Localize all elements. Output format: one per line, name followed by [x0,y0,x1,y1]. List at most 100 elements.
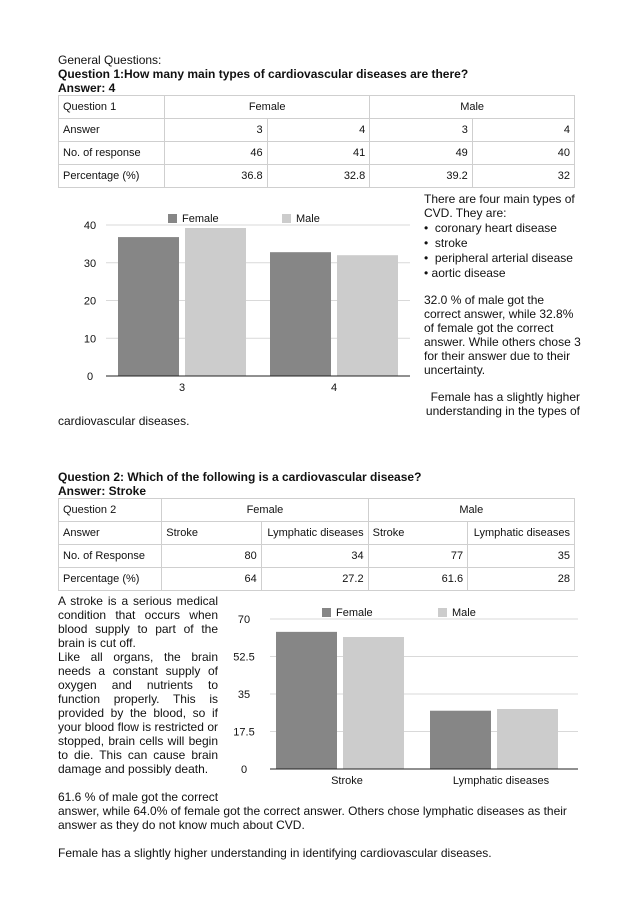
bullet-icon: • [424,266,432,280]
table-cell: 64 [161,567,262,591]
table-cell: Lymphatic diseases [467,521,575,545]
table-cell: 3 [164,118,268,142]
y-tick-label: 40 [84,220,96,232]
bullet-text: peripheral arterial disease [434,251,573,265]
bar-male-1 [337,255,398,376]
table-cell: Percentage (%) [57,164,166,188]
bullet-icon: • [424,236,435,250]
legend-swatch [438,608,447,617]
y-tick-label: 52.5 [233,652,254,664]
text-line: There are four main types of [424,192,575,206]
bullet-text: stroke [434,236,468,250]
table-cell: 40 [471,141,576,165]
question-2-explanation: A stroke is a serious medical condition … [58,594,218,776]
table-cell: 61.6 [367,567,469,591]
legend-swatch [282,214,291,223]
bar-male-1 [497,709,558,769]
text-line: CVD. They are: [424,206,507,220]
table-cell: Female [164,95,371,119]
table-cell: Male [367,498,576,522]
y-tick-label: 30 [84,258,96,270]
y-tick-label: 10 [84,333,96,345]
table-cell: 39.2 [369,164,473,188]
table-cell: 36.8 [164,164,268,188]
x-tick-label: Lymphatic diseases [453,775,550,787]
text-line: blood supply to part of the [58,622,218,636]
legend-label: Male [452,607,476,619]
table-cell: No. of Response [57,544,163,568]
table-cell: 27.2 [260,567,369,591]
text-line: function properly. This is [58,692,218,706]
question-2-summary: Female has a slightly higher understandi… [58,846,492,860]
question-2-conclusion-line-2: answer, while 64.0% of female got the co… [58,804,567,818]
text-line: A stroke is a serious medical [58,594,218,608]
table-row: No. of Response 80 34 77 35 [57,544,575,568]
question-2-table: Question 2 Female Male Answer Stroke Lym… [57,498,576,591]
bar-female-0 [118,237,179,376]
x-tick-label: 4 [331,382,337,394]
question-1-title: Question 1:How many main types of cardio… [58,67,469,81]
table-cell: Answer [57,118,166,142]
question-1-answer: Answer: 4 [58,81,116,95]
table-cell: Stroke [367,521,469,545]
table-cell: Male [369,95,575,119]
y-tick-label: 35 [238,689,250,701]
y-tick-label: 0 [241,764,247,776]
text-line: oxygen and nutrients to [58,678,218,692]
bar-female-1 [270,252,331,376]
text-line: damage and possibly death. [58,762,209,776]
table-cell: 28 [467,567,575,591]
text-line: stopped, brain cells will begin [58,734,218,748]
table-row: No. of response 46 41 49 40 [57,141,576,165]
table-cell: Stroke [161,521,262,545]
question-2-conclusion-line-3: answer as they do not know much about CV… [58,818,305,832]
table-cell: 4 [266,118,371,142]
table-cell: 32 [471,164,576,188]
bullet-item: • aortic disease [424,266,580,280]
bullet-icon: • [424,221,435,235]
bullet-text: coronary heart disease [434,221,557,235]
y-tick-label: 0 [87,371,93,383]
question-2-conclusion-line-1: 61.6 % of male got the correct [58,790,219,804]
table-cell: No. of response [57,141,166,165]
bullet-item: • coronary heart disease [424,221,580,235]
text-line: needs a constant supply of [58,664,218,678]
question-2-bar-chart: 0 17.5 35 52.5 70 Stroke Lymphatic diseases Fem… [233,607,578,787]
text-line: of female got the correct [424,321,554,335]
y-tick-label: 17.5 [233,727,254,739]
table-cell: 35 [467,544,575,568]
legend-label: Female [336,607,373,619]
question-1-bar-chart: 0 10 20 30 40 3 4 Female Male [84,213,410,394]
bullet-icon: • [424,251,435,265]
legend-label: Female [182,213,219,225]
legend-swatch [168,214,177,223]
table-cell: 4 [471,118,576,142]
text-line: to die. This can cause brain [58,748,218,762]
table-cell: 49 [369,141,473,165]
table-cell: 32.8 [266,164,371,188]
bar-female-1 [430,710,491,769]
text-line: condition that occurs when the [58,608,218,622]
table-cell: Answer [57,521,163,545]
table-cell: 3 [369,118,473,142]
bar-female-0 [276,631,337,769]
text-line: your blood flow is restricted or [58,720,218,734]
question-1-table: Question 1 Female Male Answer 3 4 3 4 No… [57,95,576,188]
table-cell: Female [161,498,369,522]
x-tick-label: 3 [179,382,185,394]
table-cell: Percentage (%) [57,567,163,591]
question-1-explanation: There are four main types of CVD. They a… [424,192,581,418]
text-line: correct answer, while 32.8% [424,307,574,321]
table-row: Question 2 Female Male [57,498,576,522]
text-line: provided by the blood, so if [58,706,218,720]
table-cell: 80 [161,544,262,568]
general-questions-heading: General Questions: [58,53,162,67]
question-2-answer: Answer: Stroke [58,484,147,498]
text-line: 32.0 % of male got the [424,293,545,307]
table-row: Answer 3 4 3 4 [57,118,576,142]
y-tick-label: 70 [238,614,250,626]
table-cell: Question 2 [57,498,163,522]
table-cell: Question 1 [57,95,166,119]
question-1-conclusion-tail: cardiovascular diseases. [58,414,190,428]
text-line: Female has a slightly higher [430,390,580,404]
